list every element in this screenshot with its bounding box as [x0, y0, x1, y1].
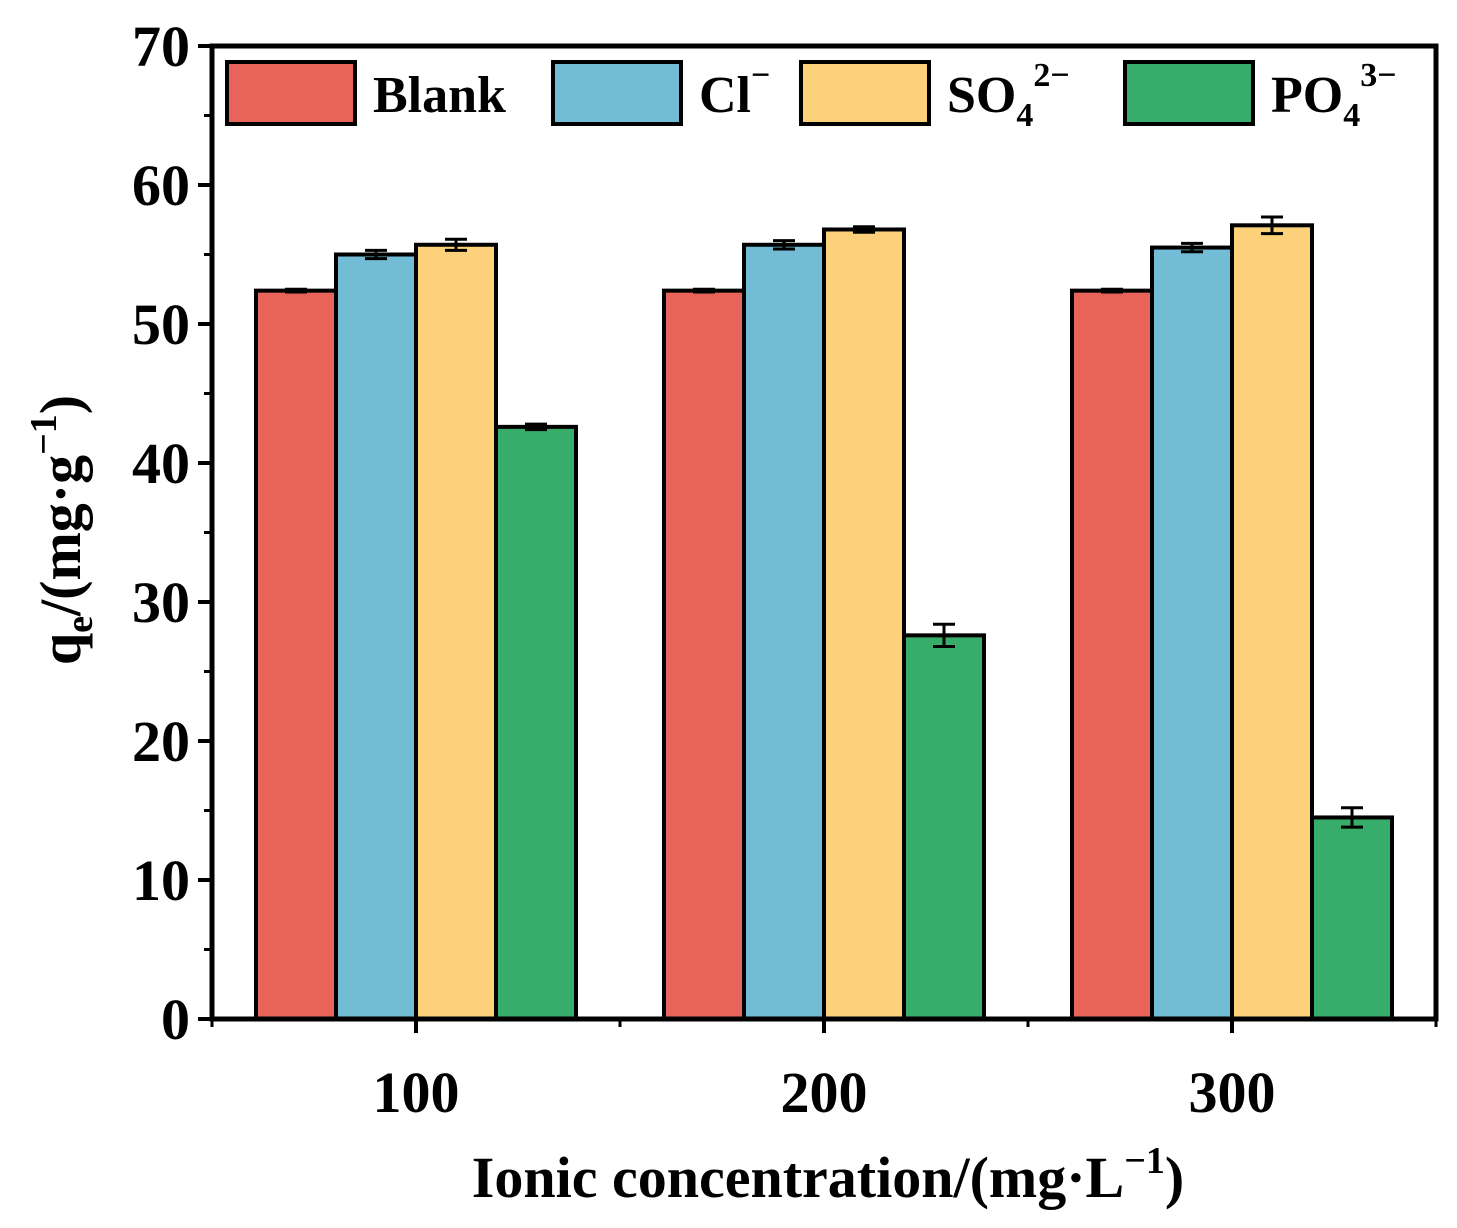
y-axis-label: qe/(mg·g−1) — [23, 395, 101, 665]
legend-swatch-blank — [225, 60, 357, 126]
legend-swatch-so4 — [799, 60, 931, 126]
legend-label-cl: Cl− — [699, 57, 770, 124]
bar-cl-100 — [334, 252, 418, 1021]
y-tick-label-10: 10 — [132, 848, 190, 913]
legend-label-blank: Blank — [373, 67, 506, 124]
y-tick-label-30: 30 — [132, 570, 190, 635]
bar-po4-300 — [1310, 815, 1394, 1022]
legend-swatch-po4 — [1123, 60, 1255, 126]
bar-blank-100 — [254, 288, 338, 1021]
y-axis-ticks: 0 10 20 30 40 50 60 70 — [132, 14, 212, 1052]
bar-po4-200 — [902, 633, 986, 1021]
x-tick-label-100: 100 — [373, 1060, 460, 1125]
y-tick-label-20: 20 — [132, 709, 190, 774]
legend-swatch-cl — [551, 60, 683, 126]
y-tick-label-60: 60 — [132, 153, 190, 218]
legend-label-po4: PO43− — [1271, 57, 1397, 134]
bars-layer — [254, 223, 1394, 1022]
bar-blank-300 — [1070, 288, 1154, 1021]
bar-cl-300 — [1150, 245, 1234, 1022]
legend-label-so4: SO42− — [947, 57, 1070, 134]
bar-so4-100 — [414, 242, 498, 1021]
bar-po4-100 — [494, 424, 578, 1021]
bar-so4-200 — [822, 227, 906, 1022]
y-tick-label-40: 40 — [132, 431, 190, 496]
x-tick-label-200: 200 — [781, 1060, 868, 1125]
x-axis-label: Ionic concentration/(mg·L−1) — [472, 1140, 1184, 1210]
bar-so4-300 — [1230, 223, 1314, 1021]
error-bars-layer — [285, 215, 1363, 829]
x-tick-label-300: 300 — [1189, 1060, 1276, 1125]
legend: Blank Cl− SO42− PO43− — [225, 57, 1397, 134]
y-tick-label-70: 70 — [132, 14, 190, 79]
bar-blank-200 — [662, 288, 746, 1021]
bar-cl-200 — [742, 242, 826, 1021]
x-axis-ticks: 100 200 300 — [210, 1019, 1438, 1125]
y-tick-label-50: 50 — [132, 292, 190, 357]
y-tick-label-0: 0 — [161, 987, 190, 1052]
